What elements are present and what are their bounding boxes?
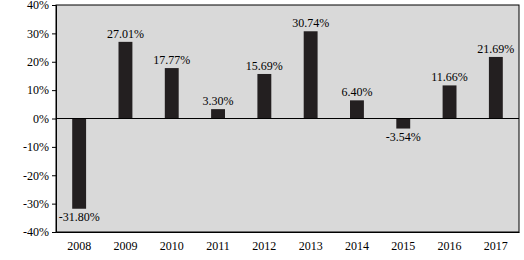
y-tick-label: 20%: [27, 55, 49, 69]
x-tick-label: 2011: [206, 239, 230, 253]
data-label: 30.74%: [292, 16, 329, 30]
y-tick: -10%: [23, 140, 56, 154]
y-tick-label: 10%: [27, 83, 49, 97]
data-label: 21.69%: [477, 42, 514, 56]
x-tick: 2013: [299, 232, 323, 253]
y-tick: 20%: [27, 55, 56, 69]
x-tick-label: 2010: [160, 239, 184, 253]
x-axis: 2008 2009 2010 2011 2012 2013 2014 2015 2016 2017: [57, 232, 520, 253]
x-tick: 2015: [391, 232, 415, 253]
y-tick-mark: [52, 204, 56, 205]
data-label: 6.40%: [341, 85, 372, 99]
bar: [165, 68, 179, 118]
data-label: 11.66%: [431, 70, 468, 84]
y-tick-mark: [52, 33, 56, 34]
data-label: 27.01%: [107, 27, 144, 41]
bar: [257, 74, 271, 119]
y-axis-line: [52, 6, 57, 233]
y-tick: 40%: [27, 0, 56, 12]
x-tick: 2010: [160, 232, 184, 253]
y-tick-mark: [52, 62, 56, 63]
y-tick-label: 0%: [33, 112, 49, 126]
plot-background: [56, 5, 519, 232]
y-tick: 30%: [27, 27, 56, 41]
data-label: 15.69%: [246, 59, 283, 73]
x-axis-line: [57, 232, 520, 233]
x-tick: 2012: [252, 232, 276, 253]
x-tick: 2014: [345, 232, 369, 253]
x-tick-label: 2012: [252, 239, 276, 253]
data-label: -31.80%: [59, 210, 100, 224]
y-tick: -20%: [23, 169, 56, 183]
bar: [304, 31, 318, 118]
y-tick-label: -10%: [23, 140, 49, 154]
bar: [72, 119, 86, 209]
x-tick-label: 2014: [345, 239, 369, 253]
x-tick-label: 2017: [484, 239, 508, 253]
bar: [489, 57, 503, 119]
y-tick-mark: [52, 5, 56, 6]
x-tick: 2016: [438, 232, 462, 253]
bars: [72, 31, 503, 208]
bar: [119, 42, 133, 119]
y-tick-mark: [52, 90, 56, 91]
y-tick-mark: [52, 147, 56, 148]
bar: [443, 85, 457, 118]
x-tick: 2008: [67, 232, 91, 253]
y-tick-label: 40%: [27, 0, 49, 12]
y-tick-label: -40%: [23, 225, 49, 239]
y-tick-label: 30%: [27, 27, 49, 41]
y-tick-label: -20%: [23, 169, 49, 183]
chart: -40%-30%-20%-10%0%10%20%30%40%2008200920…: [0, 0, 524, 260]
y-tick: -40%: [23, 225, 56, 239]
data-label: 17.77%: [153, 53, 190, 67]
bar: [350, 100, 364, 118]
plot: -40%-30%-20%-10%0%10%20%30%40%2008200920…: [23, 0, 520, 253]
x-tick-label: 2015: [391, 239, 415, 253]
bar: [396, 119, 410, 129]
x-tick-label: 2008: [67, 239, 91, 253]
data-labels: -31.80% 27.01% 17.77% 3.30% 15.69% 30.74% 6.40…: [59, 16, 515, 223]
y-tick: -30%: [23, 197, 56, 211]
data-label: -3.54%: [386, 130, 421, 144]
x-tick-label: 2013: [299, 239, 323, 253]
x-tick-label: 2009: [113, 239, 137, 253]
x-tick: 2011: [206, 232, 230, 253]
plot-frame: [56, 5, 519, 232]
y-axis: -40% -30% -20% -10% 0% 10% 20% 30% 40%: [23, 0, 57, 239]
x-tick: 2009: [113, 232, 137, 253]
y-tick-mark: [52, 119, 56, 120]
data-label: 3.30%: [203, 94, 234, 108]
y-tick: 10%: [27, 83, 56, 97]
y-tick-label: -30%: [23, 197, 49, 211]
x-tick-label: 2016: [438, 239, 462, 253]
bar: [211, 109, 225, 118]
zero-line: [56, 118, 519, 119]
y-tick-mark: [52, 232, 56, 233]
x-tick: 2017: [484, 232, 508, 253]
y-tick-mark: [52, 175, 56, 176]
y-tick: 0%: [33, 112, 56, 126]
